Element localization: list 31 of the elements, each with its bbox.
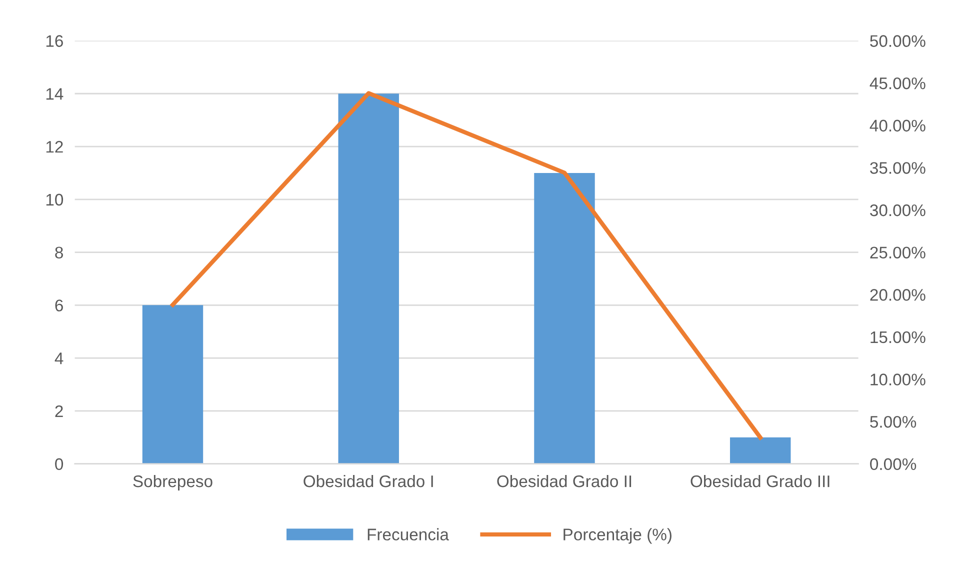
y2-tick-label: 5.00% <box>870 416 916 428</box>
x-tick-label: Obesidad Grado II <box>497 474 632 488</box>
y-tick-label: 10 <box>46 194 64 206</box>
y2-tick-label: 0.00% <box>870 458 916 470</box>
y-tick-label: 6 <box>55 300 63 312</box>
y-tick-label: 4 <box>54 352 64 364</box>
bar <box>534 172 595 464</box>
y2-tick-label: 30.00% <box>870 204 926 216</box>
y-tick-label: 8 <box>55 246 63 258</box>
bar <box>338 94 399 464</box>
y2-tick-label: 15.00% <box>870 331 926 344</box>
y-tick-label: 2 <box>55 405 63 418</box>
line-series <box>170 91 762 440</box>
x-tick-label: Sobrepeso <box>133 474 212 490</box>
x-tick-label: Obesidad Grado III <box>690 474 830 488</box>
legend-label: Porcentaje (%) <box>564 528 672 544</box>
y2-tick-label: 20.00% <box>870 289 926 301</box>
y-tick-label: 14 <box>46 88 64 100</box>
y2-tick-label: 50.00% <box>870 35 926 47</box>
y2-tick-label: 45.00% <box>870 77 926 90</box>
y2-tick-label: 40.00% <box>870 120 926 132</box>
y2-tick-label: 10.00% <box>870 374 926 386</box>
y-tick-label: 12 <box>46 140 63 153</box>
y-tick-label: 16 <box>46 35 63 47</box>
y-tick-label: 0 <box>55 458 64 470</box>
y2-tick-label: 35.00% <box>870 162 926 174</box>
bar <box>142 305 204 464</box>
y2-tick-label: 25.00% <box>870 246 926 258</box>
x-tick-label: Obesidad Grado I <box>304 474 433 488</box>
legend-label: Frecuencia <box>368 528 449 540</box>
bar <box>730 437 791 464</box>
